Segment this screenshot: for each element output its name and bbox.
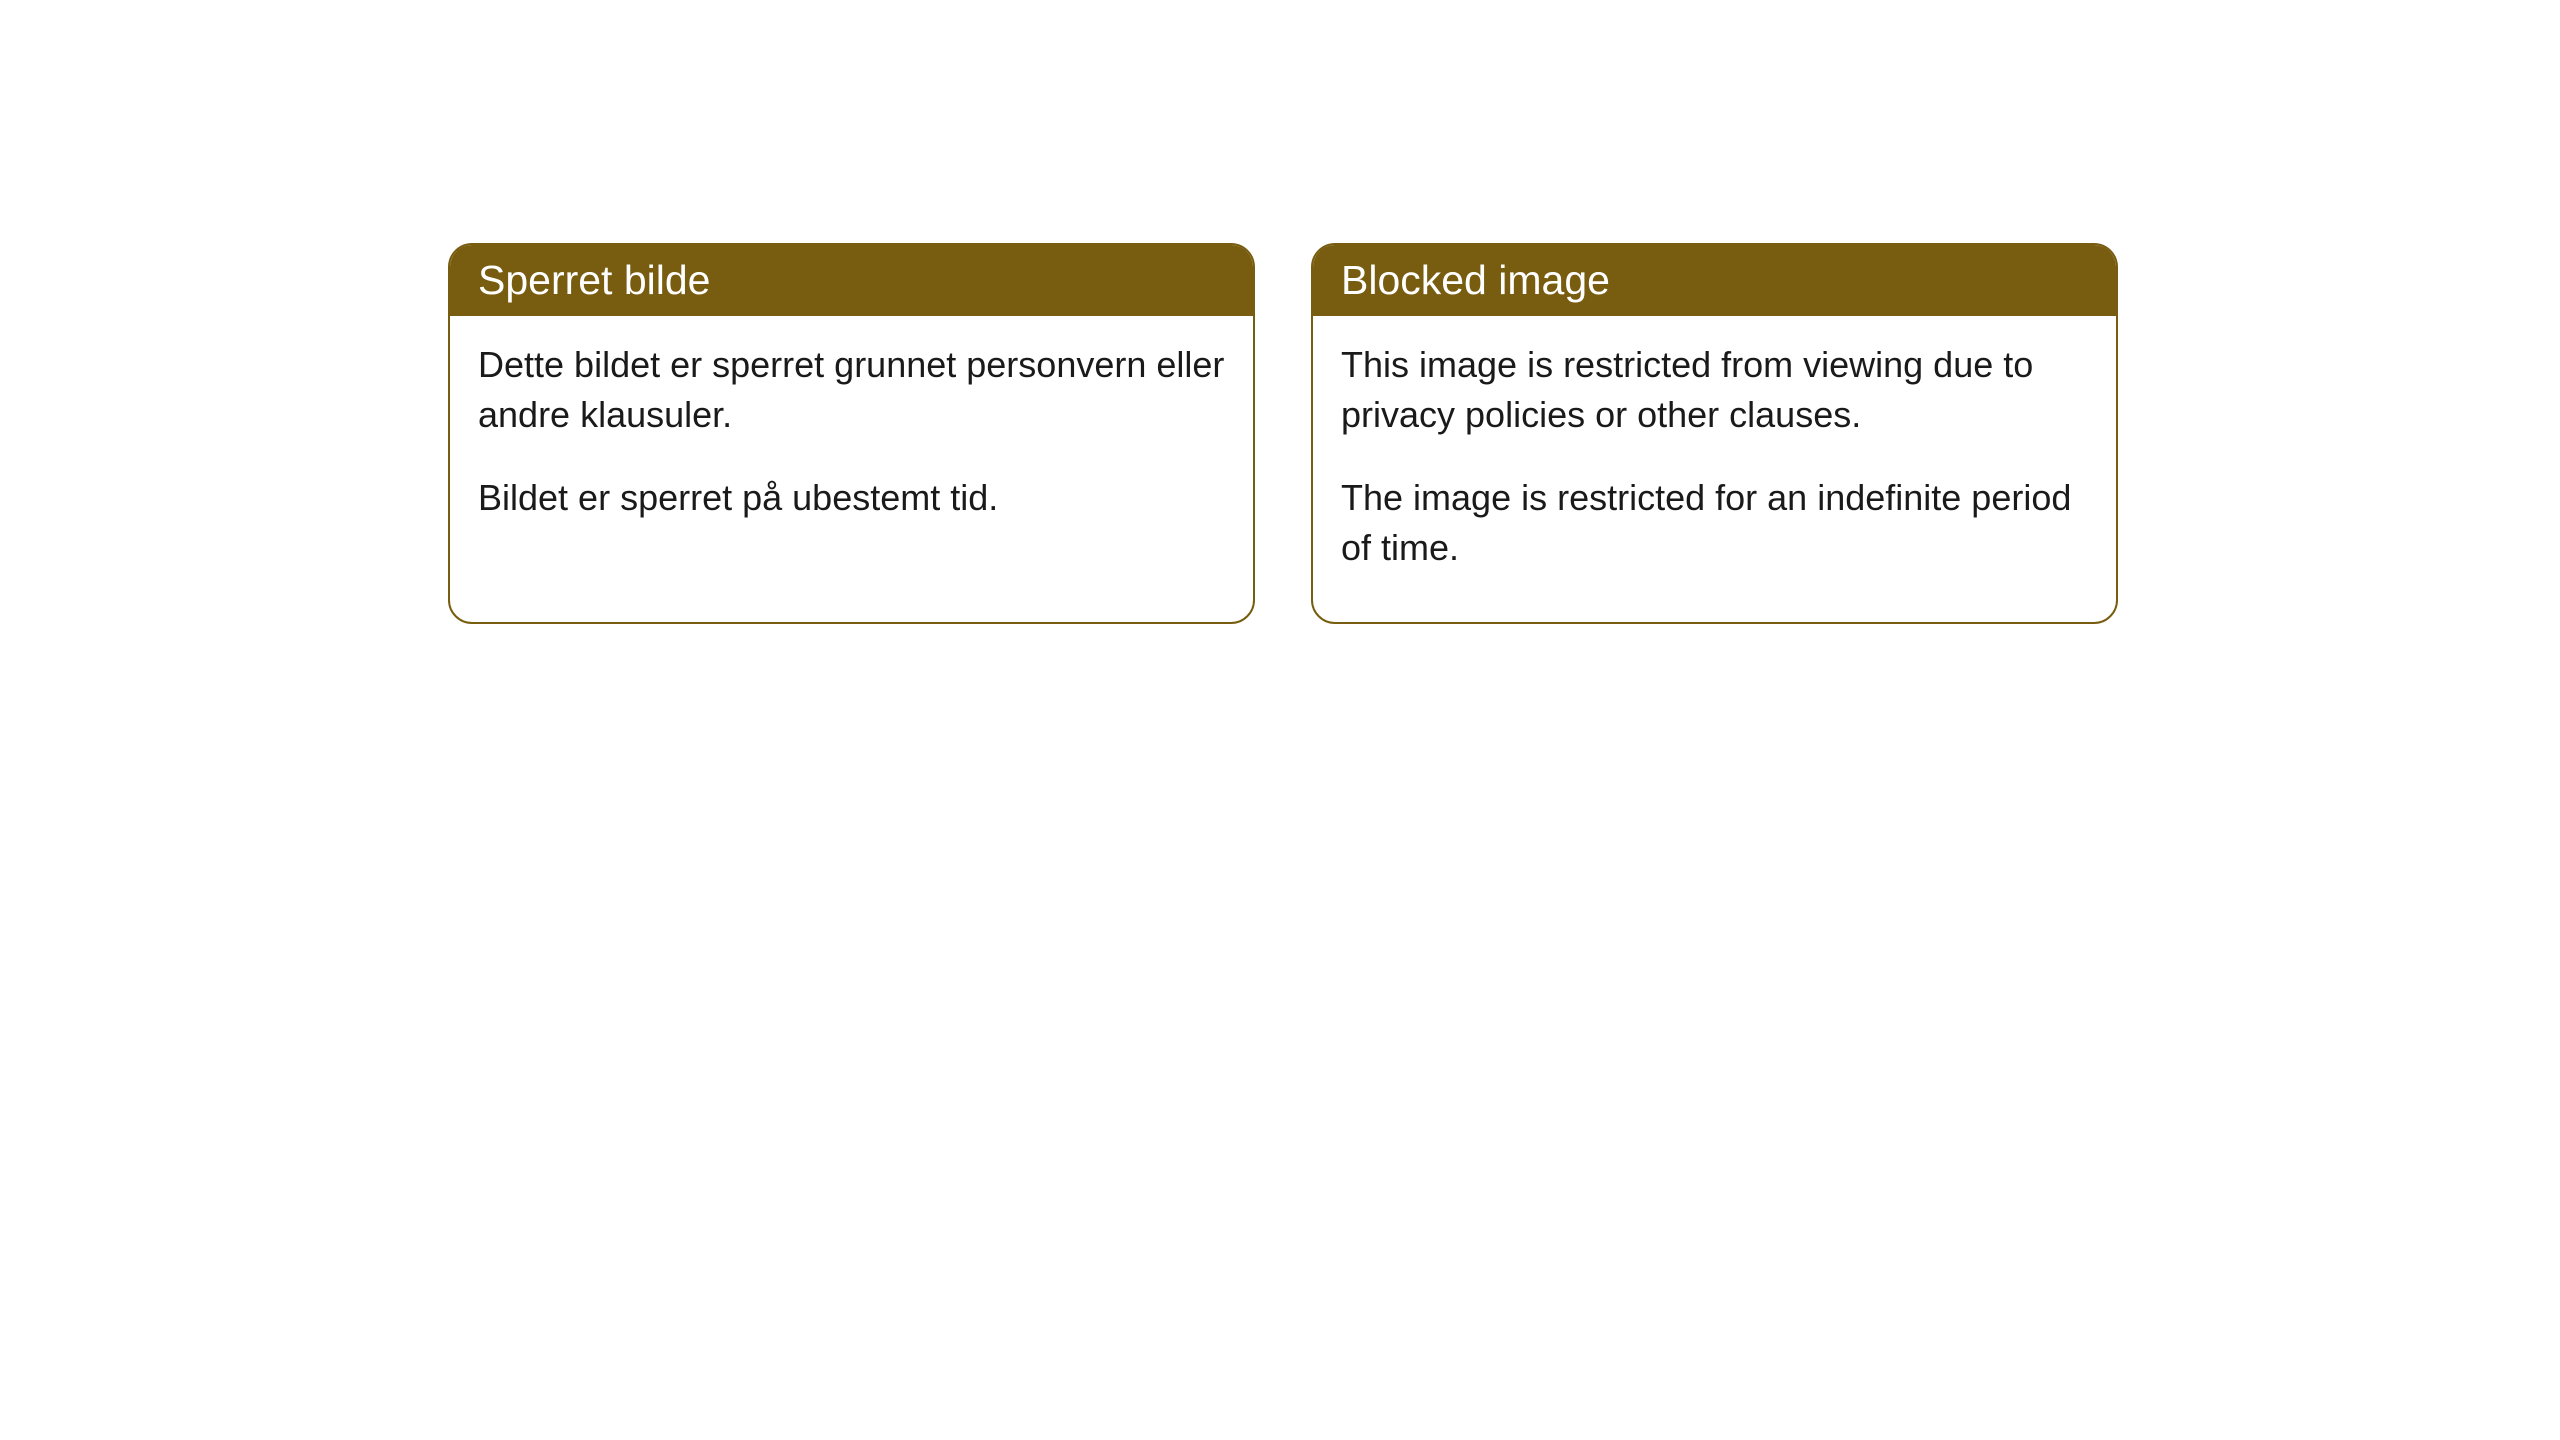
notice-paragraph: The image is restricted for an indefinit… bbox=[1341, 473, 2088, 574]
blocked-image-card-norwegian: Sperret bilde Dette bildet er sperret gr… bbox=[448, 243, 1255, 624]
card-header-english: Blocked image bbox=[1313, 245, 2116, 316]
card-header-norwegian: Sperret bilde bbox=[450, 245, 1253, 316]
card-title: Sperret bilde bbox=[478, 257, 710, 303]
notice-paragraph: Dette bildet er sperret grunnet personve… bbox=[478, 340, 1225, 441]
notice-paragraph: Bildet er sperret på ubestemt tid. bbox=[478, 473, 1225, 523]
notice-paragraph: This image is restricted from viewing du… bbox=[1341, 340, 2088, 441]
card-title: Blocked image bbox=[1341, 257, 1610, 303]
blocked-image-card-english: Blocked image This image is restricted f… bbox=[1311, 243, 2118, 624]
card-body-norwegian: Dette bildet er sperret grunnet personve… bbox=[450, 316, 1253, 571]
card-body-english: This image is restricted from viewing du… bbox=[1313, 316, 2116, 622]
notice-container: Sperret bilde Dette bildet er sperret gr… bbox=[0, 0, 2560, 624]
